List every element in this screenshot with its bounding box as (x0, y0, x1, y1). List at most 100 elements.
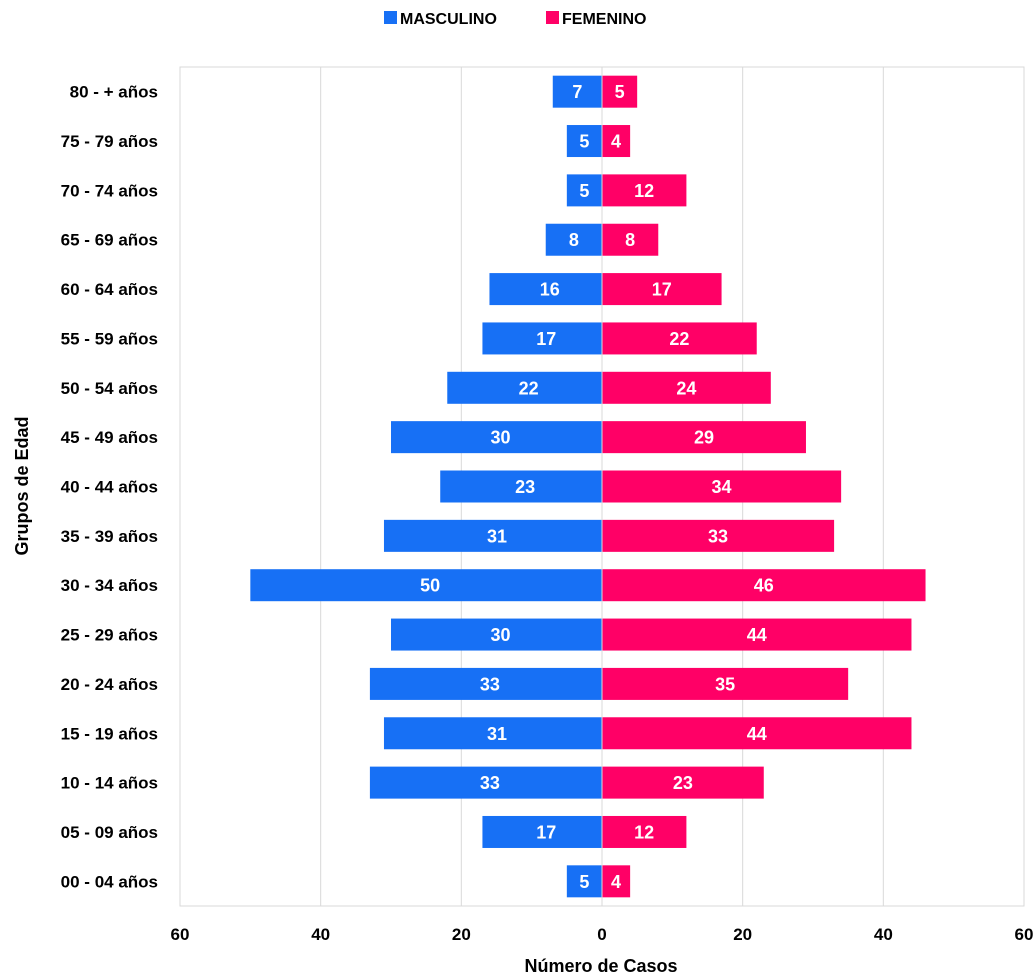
bar-masculino (250, 569, 603, 602)
category-label: 70 - 74 años (61, 181, 158, 200)
bar-masculino (383, 717, 602, 750)
bar-femenino (602, 322, 757, 355)
bar-femenino (602, 815, 687, 848)
bar-femenino (602, 717, 912, 750)
bar-femenino (602, 223, 659, 256)
data-label-femenino: 46 (754, 576, 774, 596)
bar-femenino (602, 766, 764, 799)
data-label-femenino: 33 (708, 526, 728, 546)
bar-femenino (602, 865, 631, 898)
bar-femenino (602, 125, 631, 158)
data-label-femenino: 4 (611, 872, 621, 892)
data-label-masculino: 33 (480, 773, 500, 793)
category-label: 75 - 79 años (61, 132, 158, 151)
category-label: 65 - 69 años (61, 231, 158, 250)
bar-masculino (391, 618, 602, 651)
data-label-femenino: 22 (669, 329, 689, 349)
category-label: 00 - 04 años (61, 872, 158, 891)
data-label-masculino: 22 (519, 378, 539, 398)
bar-femenino (602, 569, 926, 602)
data-label-femenino: 12 (634, 822, 654, 842)
bars: 7 5 5 4 5 12 8 8 16 17 17 22 22 24 30 29 23 34 31 33 50 46 30 4… (250, 67, 926, 906)
data-label-femenino: 5 (615, 82, 625, 102)
data-label-masculino: 17 (536, 329, 556, 349)
x-tick-label: 40 (311, 925, 330, 944)
x-tick-label: 60 (1015, 925, 1034, 944)
bar-masculino (369, 667, 602, 700)
legend-swatch-femenino (546, 11, 559, 24)
bar-masculino (566, 174, 602, 207)
data-label-masculino: 23 (515, 477, 535, 497)
bar-femenino (602, 75, 638, 108)
bar-femenino (602, 667, 849, 700)
data-label-masculino: 8 (569, 230, 579, 250)
category-label: 40 - 44 años (61, 478, 158, 497)
data-label-masculino: 17 (536, 822, 556, 842)
bar-masculino (440, 470, 602, 503)
data-label-masculino: 30 (490, 625, 510, 645)
data-label-femenino: 44 (747, 625, 767, 645)
data-label-masculino: 5 (579, 872, 589, 892)
bar-femenino (602, 618, 912, 651)
bar-masculino (566, 865, 602, 898)
data-label-femenino: 23 (673, 773, 693, 793)
data-label-femenino: 8 (625, 230, 635, 250)
category-label: 15 - 19 años (61, 724, 158, 743)
bar-masculino (482, 322, 602, 355)
data-label-femenino: 24 (676, 378, 696, 398)
category-label: 25 - 29 años (61, 626, 158, 645)
x-tick-label: 60 (171, 925, 190, 944)
bar-femenino (602, 371, 771, 404)
x-tick-label: 20 (452, 925, 471, 944)
data-label-masculino: 16 (540, 280, 560, 300)
category-label: 80 - + años (70, 83, 158, 102)
data-label-masculino: 5 (579, 132, 589, 152)
bar-femenino (602, 470, 842, 503)
category-label: 55 - 59 años (61, 329, 158, 348)
data-label-femenino: 4 (611, 132, 621, 152)
category-label: 50 - 54 años (61, 379, 158, 398)
legend-swatch-masculino (384, 11, 397, 24)
x-tick-label: 0 (597, 925, 606, 944)
data-label-masculino: 33 (480, 674, 500, 694)
category-label: 60 - 64 años (61, 280, 158, 299)
bar-masculino (545, 223, 602, 256)
bar-masculino (447, 371, 602, 404)
data-label-femenino: 35 (715, 674, 735, 694)
bar-masculino (383, 519, 602, 552)
bar-femenino (602, 421, 806, 454)
category-label: 20 - 24 años (61, 675, 158, 694)
legend-label-masculino: MASCULINO (400, 11, 497, 28)
x-axis-title: Número de Casos (524, 956, 677, 976)
category-label: 45 - 49 años (61, 428, 158, 447)
bar-femenino (602, 519, 835, 552)
bar-masculino (391, 421, 602, 454)
bar-masculino (482, 815, 602, 848)
data-label-femenino: 17 (652, 280, 672, 300)
category-label: 30 - 34 años (61, 576, 158, 595)
x-tick-label: 40 (874, 925, 893, 944)
bar-femenino (602, 273, 722, 306)
data-label-femenino: 29 (694, 428, 714, 448)
legend-label-femenino: FEMENINO (562, 11, 646, 28)
data-label-femenino: 34 (712, 477, 732, 497)
bar-masculino (566, 125, 602, 158)
x-tick-labels: 60 40 20 0 20 40 60 (171, 925, 1034, 944)
category-labels: 80 - + años 75 - 79 años 70 - 74 años 65 - … (61, 83, 158, 892)
bar-masculino (552, 75, 602, 108)
y-axis-title: Grupos de Edad (12, 416, 32, 555)
category-label: 10 - 14 años (61, 774, 158, 793)
category-label: 05 - 09 años (61, 823, 158, 842)
data-label-masculino: 50 (420, 576, 440, 596)
x-tick-label: 20 (733, 925, 752, 944)
data-label-masculino: 31 (487, 526, 507, 546)
data-label-masculino: 30 (490, 428, 510, 448)
data-label-femenino: 12 (634, 181, 654, 201)
bar-femenino (602, 174, 687, 207)
data-label-masculino: 31 (487, 724, 507, 744)
bar-masculino (369, 766, 602, 799)
legend: MASCULINO FEMENINO (384, 11, 646, 28)
bar-masculino (489, 273, 602, 306)
data-label-masculino: 7 (572, 82, 582, 102)
